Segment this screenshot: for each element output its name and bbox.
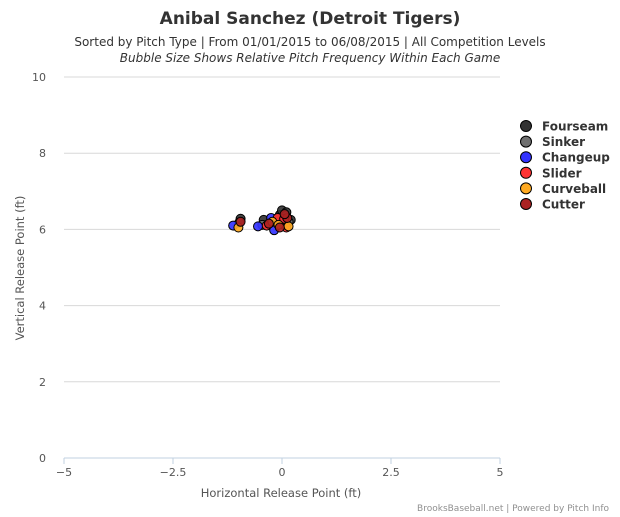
chart-title: Anibal Sanchez (Detroit Tigers) [160, 9, 461, 29]
y-tick-label: 8 [39, 147, 46, 160]
x-tick-label: −5 [56, 466, 72, 479]
data-point[interactable] [253, 221, 264, 232]
x-tick-label: 5 [497, 466, 504, 479]
legend-label: Sinker [542, 135, 585, 149]
x-tick-label: −2.5 [160, 466, 187, 479]
legend-item-changeup[interactable]: Changeup [520, 151, 611, 165]
x-axis-label: Horizontal Release Point (ft) [201, 486, 362, 500]
legend-item-fourseam[interactable]: Fourseam [520, 120, 609, 134]
legend-marker [520, 182, 532, 195]
data-point[interactable] [279, 209, 290, 220]
legend-label: Changeup [542, 151, 610, 165]
y-tick-label: 6 [39, 223, 46, 236]
legend-label: Fourseam [542, 120, 608, 134]
y-tick-label: 4 [39, 300, 46, 313]
legend-label: Slider [542, 166, 582, 180]
chart-subtitle-note: Bubble Size Shows Relative Pitch Frequen… [120, 51, 500, 65]
y-tick-labels: 0 2 4 6 8 10 [32, 71, 46, 465]
axes [63, 457, 501, 464]
legend-item-curveball[interactable]: Curveball [520, 182, 607, 196]
y-tick-label: 10 [32, 71, 46, 84]
data-point[interactable] [283, 221, 294, 232]
x-tick-label: 2.5 [382, 466, 400, 479]
legend-label: Curveball [542, 182, 606, 196]
data-point[interactable] [274, 222, 285, 233]
y-tick-label: 0 [39, 452, 46, 465]
legend-marker [520, 166, 532, 179]
legend-marker [520, 135, 532, 148]
legend-item-sinker[interactable]: Sinker [520, 135, 586, 149]
data-points [228, 205, 296, 236]
legend-marker [520, 151, 532, 164]
chart-subtitle: Sorted by Pitch Type | From 01/01/2015 t… [74, 35, 545, 49]
legend-item-cutter[interactable]: Cutter [520, 198, 585, 212]
legend-label: Cutter [542, 198, 585, 212]
y-axis-label: Vertical Release Point (ft) [13, 196, 27, 341]
legend-item-slider[interactable]: Slider [520, 166, 582, 180]
y-tick-label: 2 [39, 376, 46, 389]
legend-marker [520, 120, 532, 132]
x-tick-labels: −5 −2.5 0 2.5 5 [56, 466, 504, 479]
data-point[interactable] [235, 216, 246, 227]
series-cutter [235, 209, 293, 233]
data-point[interactable] [263, 218, 274, 229]
credits[interactable]: BrooksBaseball.net | Powered by Pitch In… [417, 504, 609, 514]
legend-marker [520, 198, 532, 210]
x-tick-label: 0 [279, 466, 286, 479]
